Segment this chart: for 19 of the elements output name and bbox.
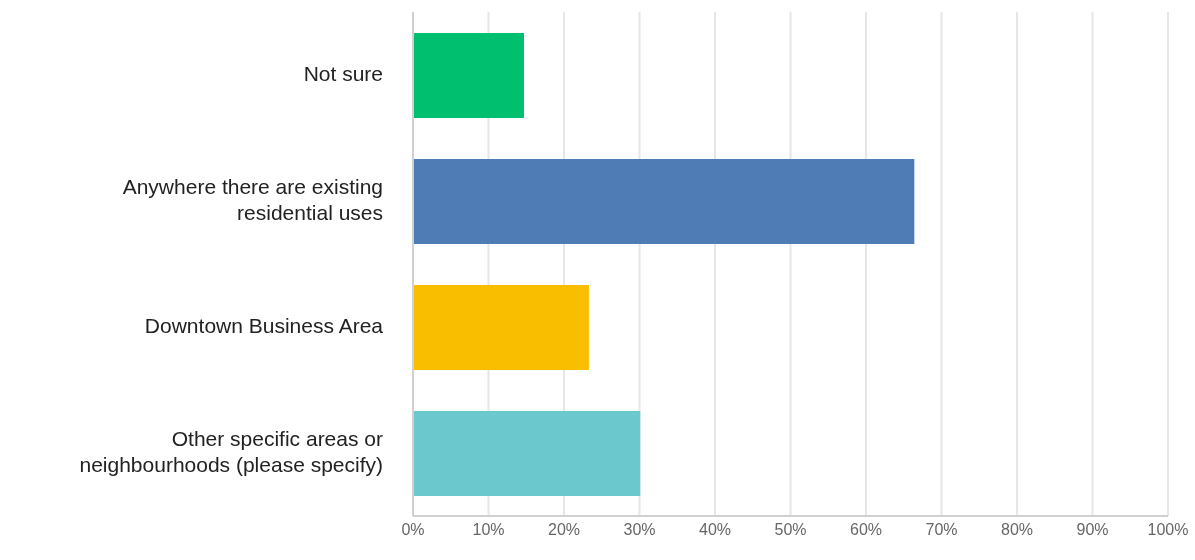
y-tick-label: Anywhere there are existing residential uses [122, 174, 383, 224]
x-tick-label: 20% [547, 521, 581, 539]
x-tick-label: 0% [401, 521, 425, 539]
bar [413, 411, 641, 496]
y-tick-label: Downtown Business Area [144, 313, 384, 337]
bar [413, 285, 589, 370]
x-tick-label: 80% [1000, 521, 1034, 539]
y-tick-label: Other specific areas or neighbourhoods (please specify) [79, 426, 383, 476]
x-tick-label: 10% [472, 521, 505, 539]
bar [413, 159, 915, 244]
x-tick-label: 60% [849, 521, 883, 539]
x-tick-label: 70% [925, 521, 958, 539]
x-tick-label: 40% [698, 521, 732, 539]
x-tick-label: 100% [1147, 521, 1189, 539]
y-tick-label: Not sure [303, 61, 383, 85]
x-tick-label: 50% [774, 521, 807, 539]
x-tick-label: 30% [623, 521, 656, 539]
bar [413, 33, 524, 118]
x-tick-label: 90% [1076, 521, 1109, 539]
